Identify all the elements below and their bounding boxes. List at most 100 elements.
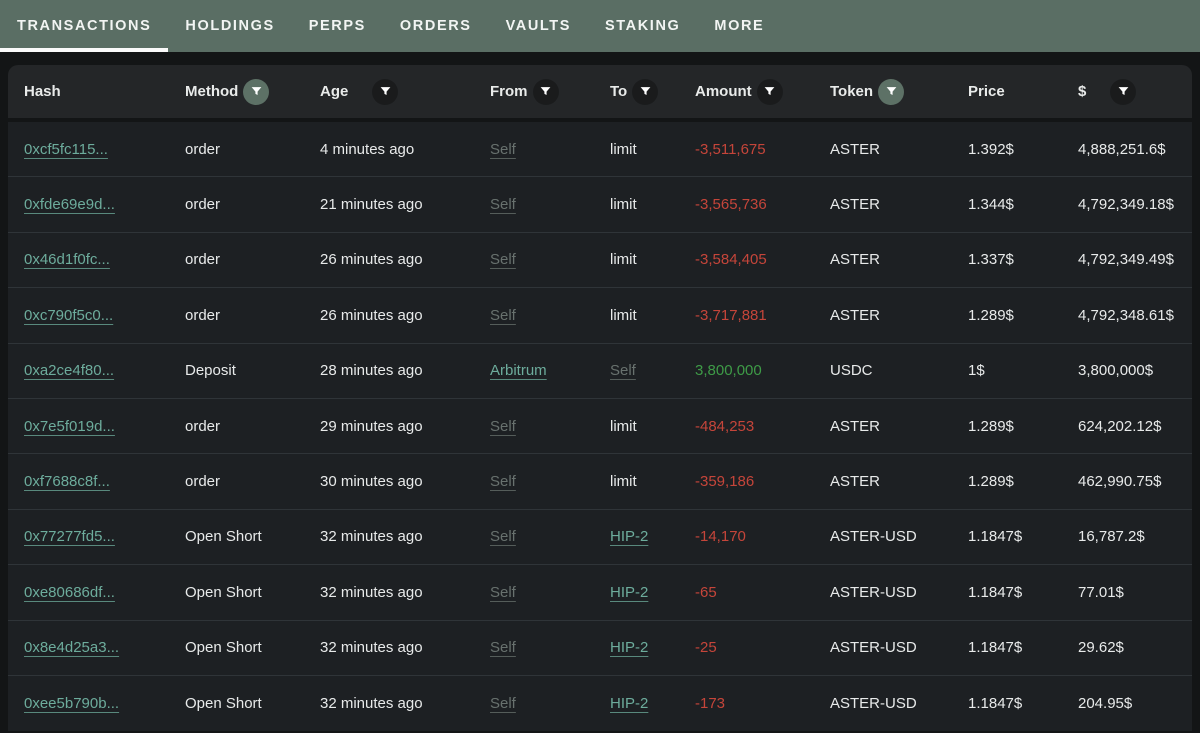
price-cell: 1.1847$ bbox=[968, 639, 1023, 657]
to-cell: limit bbox=[610, 196, 637, 214]
method-cell: order bbox=[185, 306, 221, 324]
to-link[interactable]: Self bbox=[610, 362, 636, 380]
usd-value-cell: 4,792,349.49$ bbox=[1078, 251, 1174, 269]
age-cell: 32 minutes ago bbox=[320, 639, 423, 657]
filter-icon[interactable] bbox=[1110, 78, 1137, 105]
price-cell: 1.289$ bbox=[968, 473, 1014, 491]
filter-icon[interactable] bbox=[878, 78, 905, 105]
tab-transactions[interactable]: TRANSACTIONS bbox=[0, 0, 169, 52]
tx-hash-link[interactable]: 0xe80686df... bbox=[24, 583, 115, 601]
tx-hash-link[interactable]: 0x77277fd5... bbox=[24, 528, 115, 546]
amount-cell: 3,800,000 bbox=[695, 362, 762, 380]
table-row: 0xee5b790b... Open Short 32 minutes ago Sel… bbox=[8, 675, 1192, 732]
table-row: 0xe80686df... Open Short 32 minutes ago Sel… bbox=[8, 565, 1192, 621]
method-cell: Open Short bbox=[185, 695, 262, 713]
tab-vaults[interactable]: VAULTS bbox=[489, 0, 588, 52]
usd-value-cell: 77.01$ bbox=[1078, 583, 1124, 601]
to-link[interactable]: HIP-2 bbox=[610, 639, 649, 657]
tx-hash-link[interactable]: 0xc790f5c0... bbox=[24, 306, 114, 324]
tab-label: ORDERS bbox=[399, 18, 472, 34]
tab-label: PERPS bbox=[308, 18, 366, 34]
method-cell: Open Short bbox=[185, 639, 262, 657]
tx-hash-link[interactable]: 0xcf5fc115... bbox=[24, 140, 108, 158]
funnel-glyph bbox=[1118, 87, 1129, 96]
to-link[interactable]: HIP-2 bbox=[610, 528, 649, 546]
from-link[interactable]: Self bbox=[490, 306, 516, 324]
filter-icon[interactable] bbox=[756, 78, 783, 105]
usd-value-cell: 624,202.12$ bbox=[1078, 417, 1162, 435]
tx-hash-link[interactable]: 0x7e5f019d... bbox=[24, 417, 115, 435]
usd-value-cell: 3,800,000$ bbox=[1078, 362, 1154, 380]
tab-more[interactable]: MORE bbox=[697, 0, 781, 52]
token-cell: ASTER bbox=[830, 473, 881, 491]
to-link[interactable]: HIP-2 bbox=[610, 583, 649, 601]
tab-holdings[interactable]: HOLDINGS bbox=[168, 0, 291, 52]
funnel-glyph bbox=[380, 87, 391, 96]
to-cell: limit bbox=[610, 473, 637, 491]
column-header-amount: Amount bbox=[695, 78, 830, 105]
amount-cell: -14,170 bbox=[695, 528, 746, 546]
from-link[interactable]: Self bbox=[490, 140, 516, 158]
amount-cell: -3,717,881 bbox=[695, 306, 767, 324]
column-header-price: Price bbox=[968, 83, 1078, 100]
funnel-glyph bbox=[540, 87, 551, 96]
column-label: Age bbox=[320, 83, 349, 100]
tab-staking[interactable]: STAKING bbox=[588, 0, 697, 52]
tab-label: MORE bbox=[714, 18, 765, 34]
age-cell: 32 minutes ago bbox=[320, 583, 423, 601]
from-link[interactable]: Arbitrum bbox=[490, 362, 547, 380]
tab-perps[interactable]: PERPS bbox=[292, 0, 383, 52]
price-cell: 1$ bbox=[968, 362, 985, 380]
from-link[interactable]: Self bbox=[490, 639, 516, 657]
from-link[interactable]: Self bbox=[490, 695, 516, 713]
price-cell: 1.337$ bbox=[968, 251, 1014, 269]
transactions-page: Hash Method Age From To Amount Token Price $ 0xc… bbox=[0, 65, 1200, 732]
tx-hash-link[interactable]: 0x46d1f0fc... bbox=[24, 251, 110, 269]
from-link[interactable]: Self bbox=[490, 417, 516, 435]
amount-cell: -359,186 bbox=[695, 473, 755, 491]
usd-value-cell: 29.62$ bbox=[1078, 639, 1124, 657]
from-link[interactable]: Self bbox=[490, 196, 516, 214]
token-cell: ASTER-USD bbox=[830, 639, 917, 657]
filter-icon[interactable] bbox=[632, 78, 659, 105]
column-label: From bbox=[490, 83, 528, 100]
table-row: 0xcf5fc115... order 4 minutes ago Self limit… bbox=[8, 122, 1192, 178]
top-navigation: TRANSACTIONS HOLDINGS PERPS ORDERS VAULTS STA… bbox=[0, 0, 1200, 52]
from-link[interactable]: Self bbox=[490, 528, 516, 546]
tx-hash-link[interactable]: 0x8e4d25a3... bbox=[24, 639, 120, 657]
tab-orders[interactable]: ORDERS bbox=[383, 0, 489, 52]
method-cell: Open Short bbox=[185, 583, 262, 601]
tx-hash-link[interactable]: 0xa2ce4f80... bbox=[24, 362, 115, 380]
table-row: 0xfde69e9d... order 21 minutes ago Self limi… bbox=[8, 177, 1192, 233]
to-cell: limit bbox=[610, 140, 637, 158]
age-cell: 26 minutes ago bbox=[320, 306, 423, 324]
filter-icon[interactable] bbox=[243, 78, 270, 105]
tx-hash-link[interactable]: 0xfde69e9d... bbox=[24, 196, 115, 214]
amount-cell: -25 bbox=[695, 639, 717, 657]
age-cell: 21 minutes ago bbox=[320, 196, 423, 214]
tx-hash-link[interactable]: 0xf7688c8f... bbox=[24, 473, 110, 491]
column-header-usd: $ bbox=[1078, 78, 1192, 105]
to-link[interactable]: HIP-2 bbox=[610, 695, 649, 713]
column-header-hash: Hash bbox=[8, 83, 185, 100]
amount-cell: -173 bbox=[695, 695, 726, 713]
from-link[interactable]: Self bbox=[490, 473, 516, 491]
column-label: Method bbox=[185, 83, 239, 100]
tab-label: TRANSACTIONS bbox=[17, 18, 152, 34]
from-link[interactable]: Self bbox=[490, 251, 516, 269]
from-link[interactable]: Self bbox=[490, 583, 516, 601]
usd-value-cell: 4,792,349.18$ bbox=[1078, 196, 1174, 214]
filter-icon[interactable] bbox=[372, 78, 399, 105]
column-header-method: Method bbox=[185, 78, 320, 105]
to-cell: limit bbox=[610, 251, 637, 269]
tx-hash-link[interactable]: 0xee5b790b... bbox=[24, 695, 120, 713]
age-cell: 29 minutes ago bbox=[320, 417, 423, 435]
funnel-glyph bbox=[764, 87, 775, 96]
usd-value-cell: 4,792,348.61$ bbox=[1078, 306, 1174, 324]
tab-label: VAULTS bbox=[505, 18, 572, 34]
filter-icon[interactable] bbox=[532, 78, 559, 105]
column-header-to: To bbox=[610, 78, 695, 105]
usd-value-cell: 4,888,251.6$ bbox=[1078, 140, 1166, 158]
price-cell: 1.289$ bbox=[968, 306, 1014, 324]
